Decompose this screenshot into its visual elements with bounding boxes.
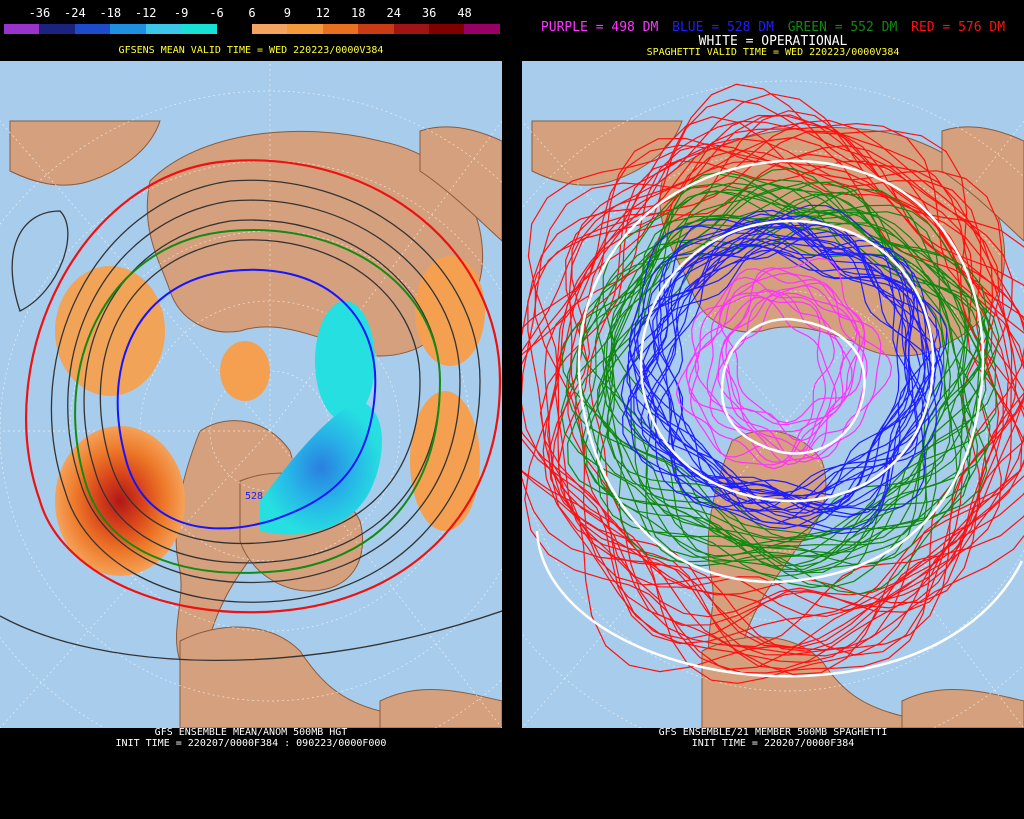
spaghetti-line — [675, 296, 837, 466]
footer-init-time: INIT TIME = 220207/0000F384 : 090223/000… — [115, 738, 387, 749]
mean-anomaly-map: 528 — [0, 61, 502, 728]
spaghetti-line — [652, 242, 936, 524]
spaghetti-line — [620, 221, 915, 511]
valid-time-header: GFSENS MEAN VALID TIME = WED 220223/0000… — [118, 45, 384, 56]
colorbar-tick-label: 18 — [351, 6, 366, 20]
colorbar-swatch — [39, 24, 75, 34]
spaghetti-map — [522, 61, 1024, 728]
spaghetti-line — [596, 179, 997, 544]
colorbar-tick-label: 6 — [248, 6, 256, 20]
spaghetti-line — [687, 276, 835, 433]
colorbar-tick-label: -24 — [64, 6, 86, 20]
spaghetti-line — [647, 213, 926, 516]
colorbar-swatch — [429, 24, 465, 34]
colorbar-tick-label: -6 — [209, 6, 224, 20]
anomaly-colorbar — [4, 24, 500, 34]
spaghetti-line — [522, 130, 1024, 664]
spaghetti-line — [544, 149, 1024, 648]
positive-anomalies — [55, 256, 485, 576]
spaghetti-498-purple — [675, 257, 893, 470]
colorbar-swatch — [251, 24, 288, 34]
land-masses — [9, 120, 502, 728]
spaghetti-line — [724, 292, 893, 463]
spaghetti-line — [725, 267, 866, 442]
colorbar-swatch — [358, 24, 394, 34]
ensemble-mean-panel: -36 -24 -18 -12 -9 -6 6 9 12 18 24 36 48 GFSENS MEAN… — [0, 0, 502, 819]
legend-red: RED = 576 DM — [911, 20, 1006, 35]
contour-576-red — [25, 159, 502, 614]
spaghetti-line — [548, 137, 1018, 604]
colorbar-tick-label: 24 — [386, 6, 401, 20]
spaghetti-line — [685, 290, 845, 470]
colorbar-tick-label: 9 — [283, 6, 292, 20]
spaghetti-footer-init: INIT TIME = 220207/0000F384 — [691, 738, 855, 749]
spaghetti-line — [709, 288, 853, 463]
colorbar-swatch — [287, 24, 323, 34]
spaghetti-footer-title: GFS ENSEMBLE/21 MEMBER 500MB SPAGHETTI — [658, 727, 888, 738]
spaghetti-line — [602, 171, 971, 568]
spaghetti-line — [635, 218, 905, 511]
spaghetti-line — [717, 285, 882, 460]
colorbar-swatch — [216, 24, 252, 34]
spaghetti-line — [721, 282, 868, 466]
legend-blue: BLUE = 528 DM — [672, 20, 774, 35]
colorbar-swatch — [181, 24, 217, 34]
spaghetti-line — [566, 214, 984, 549]
spaghetti-line — [652, 234, 944, 511]
contour-label: 528 — [245, 491, 263, 502]
contour-528-blue — [116, 268, 377, 530]
spaghetti-line — [608, 191, 980, 574]
colorbar-tick-label: -18 — [99, 6, 122, 20]
colorbar-labels: -36 -24 -18 -12 -9 -6 6 9 12 18 24 36 48 — [0, 6, 502, 22]
spaghetti-line — [527, 114, 1024, 671]
colorbar-swatch — [110, 24, 146, 34]
panel-divider — [502, 0, 522, 819]
spaghetti-line — [557, 98, 1024, 670]
spaghetti-line — [628, 204, 930, 499]
colorbar-tick-label: -12 — [134, 6, 157, 20]
spaghetti-line — [633, 233, 921, 512]
legend-white: WHITE = OPERATIONAL — [698, 34, 848, 49]
colorbar-tick-label: 12 — [315, 6, 331, 20]
spaghetti-line — [557, 160, 1000, 618]
spaghetti-line — [640, 222, 943, 535]
spaghetti-line — [626, 217, 911, 514]
spaghetti-line — [550, 83, 1024, 656]
colorbar-tick-label: 36 — [421, 6, 437, 20]
footer-title: GFS ENSEMBLE MEAN/ANOM 500MB HGT — [154, 727, 348, 738]
negative-anomalies — [260, 301, 382, 535]
spaghetti-line — [588, 160, 1013, 612]
colorbar-swatch — [74, 24, 111, 34]
spaghetti-valid-header: SPAGHETTI VALID TIME = WED 220223/0000V3… — [646, 47, 900, 58]
legend-green: GREEN = 552 DM — [787, 20, 898, 35]
colorbar-swatch — [4, 24, 40, 34]
spaghetti-legend: PURPLE = 498 DM BLUE = 528 DM GREEN = 55… — [522, 20, 1024, 35]
colorbar-tick-label: -9 — [173, 6, 189, 20]
spaghetti-panel: PURPLE = 498 DM BLUE = 528 DM GREEN = 55… — [522, 0, 1024, 819]
spaghetti-line — [561, 181, 988, 570]
spaghetti-528-blue — [620, 204, 948, 535]
colorbar-tick-label: 48 — [457, 6, 472, 20]
colorbar-swatch — [464, 24, 500, 34]
spaghetti-line — [522, 93, 1024, 657]
colorbar-swatch — [322, 24, 359, 34]
spaghetti-line — [596, 190, 966, 577]
spaghetti-line — [694, 272, 861, 456]
spaghetti-line — [642, 222, 937, 527]
colorbar-swatch — [145, 24, 182, 34]
spaghetti-line — [534, 122, 1024, 648]
colorbar-tick-label: -36 — [28, 6, 51, 20]
contour-552-green — [74, 229, 442, 574]
legend-purple: PURPLE = 498 DM — [540, 20, 659, 35]
operational-white — [535, 159, 1024, 678]
colorbar-swatch — [393, 24, 430, 34]
spaghetti-line — [522, 119, 1024, 673]
spaghetti-line — [570, 137, 1001, 618]
